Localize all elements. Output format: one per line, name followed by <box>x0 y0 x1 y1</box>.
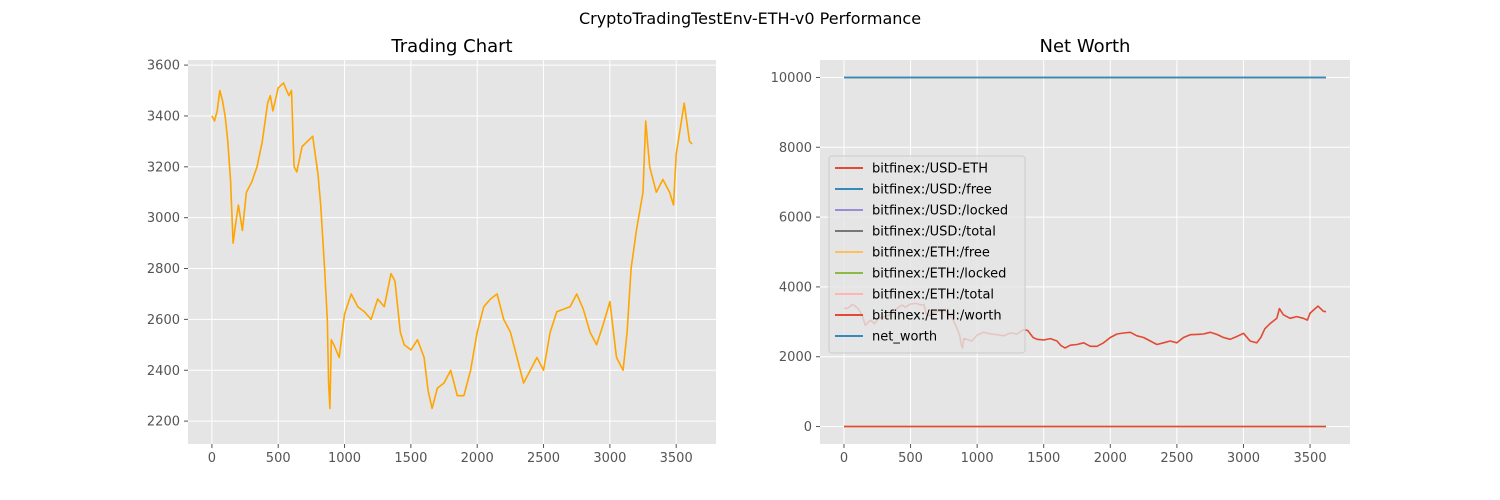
legend-label: bitfinex:/USD:/locked <box>872 204 1008 219</box>
net-worth-ticks: 0 500 1000 1500 2000 2500 3000 3500 0 2000 4000 600… <box>771 71 1327 466</box>
trading-chart-x-tick-label: 500 <box>266 451 291 466</box>
trading-chart-x-tick-label: 1500 <box>394 451 427 466</box>
net-worth-x-tick-label: 3000 <box>1227 451 1260 466</box>
trading-chart-y-tick-label: 3600 <box>147 59 180 74</box>
trading-chart-x-tick-label: 0 <box>208 451 216 466</box>
legend-label: bitfinex:/USD-ETH <box>872 162 988 177</box>
legend-label: net_worth <box>872 330 937 345</box>
trading-chart-y-tick-label: 2800 <box>147 262 180 277</box>
trading-chart-x-tick-label: 2000 <box>461 451 494 466</box>
net-worth-x-tick-label: 2000 <box>1094 451 1127 466</box>
net-worth-x-tick-label: 0 <box>840 451 848 466</box>
figure-title: CryptoTradingTestEnv-ETH-v0 Performance <box>579 9 921 28</box>
net-worth-x-tick-label: 2500 <box>1160 451 1193 466</box>
legend-box <box>828 155 1026 354</box>
net-worth-y-tick-label: 4000 <box>779 280 812 295</box>
trading-chart-series <box>211 82 693 410</box>
trading-chart-y-tick-label: 3000 <box>147 211 180 226</box>
net-worth-x-tick-label: 500 <box>898 451 923 466</box>
trading-chart-series-price-line <box>211 82 693 410</box>
net-worth-y-tick-label: 0 <box>804 420 812 435</box>
trading-chart-title: Trading Chart <box>390 36 512 57</box>
net-worth-series <box>843 76 1327 428</box>
trading-chart-plot-area <box>188 60 716 444</box>
net-worth-panel: 0 500 1000 1500 2000 2500 3000 3500 0 2000 4000 600… <box>771 36 1350 466</box>
net-worth-x-tick-label: 3500 <box>1294 451 1327 466</box>
legend-label: bitfinex:/ETH:/total <box>872 288 994 303</box>
net-worth-legend: bitfinex:/USD-ETH bitfinex:/USD:/free bitf… <box>828 155 1026 354</box>
net-worth-x-tick-label: 1500 <box>1027 451 1060 466</box>
trading-chart-x-tick-label: 3000 <box>593 451 626 466</box>
legend-label: bitfinex:/USD:/free <box>872 183 992 198</box>
trading-chart-y-tick-label: 3400 <box>147 109 180 124</box>
trading-chart-panel: 0 500 1000 1500 2000 2500 3000 3500 2200 2400 2600… <box>147 36 716 466</box>
trading-chart-y-tick-label: 2600 <box>147 313 180 328</box>
net-worth-title: Net Worth <box>1040 36 1131 57</box>
trading-chart-grid <box>188 60 716 444</box>
legend-label: bitfinex:/ETH:/free <box>872 246 990 261</box>
trading-chart-y-tick-label: 2400 <box>147 364 180 379</box>
legend-label: bitfinex:/USD:/total <box>872 225 996 240</box>
legend-label: bitfinex:/ETH:/locked <box>872 267 1006 282</box>
trading-chart-x-tick-label: 2500 <box>527 451 560 466</box>
trading-chart-x-tick-label: 1000 <box>328 451 361 466</box>
trading-chart-x-tick-label: 3500 <box>660 451 693 466</box>
net-worth-y-tick-label: 8000 <box>779 141 812 156</box>
trading-chart-y-tick-label: 2200 <box>147 415 180 430</box>
net-worth-y-tick-label: 2000 <box>779 350 812 365</box>
net-worth-y-tick-label: 10000 <box>771 71 812 86</box>
legend-label: bitfinex:/ETH:/worth <box>872 309 1002 324</box>
trading-chart-ticks: 0 500 1000 1500 2000 2500 3000 3500 2200 2400 2600… <box>147 59 693 466</box>
trading-chart-y-tick-label: 3200 <box>147 160 180 175</box>
net-worth-x-tick-label: 1000 <box>961 451 994 466</box>
net-worth-y-tick-label: 6000 <box>779 211 812 226</box>
